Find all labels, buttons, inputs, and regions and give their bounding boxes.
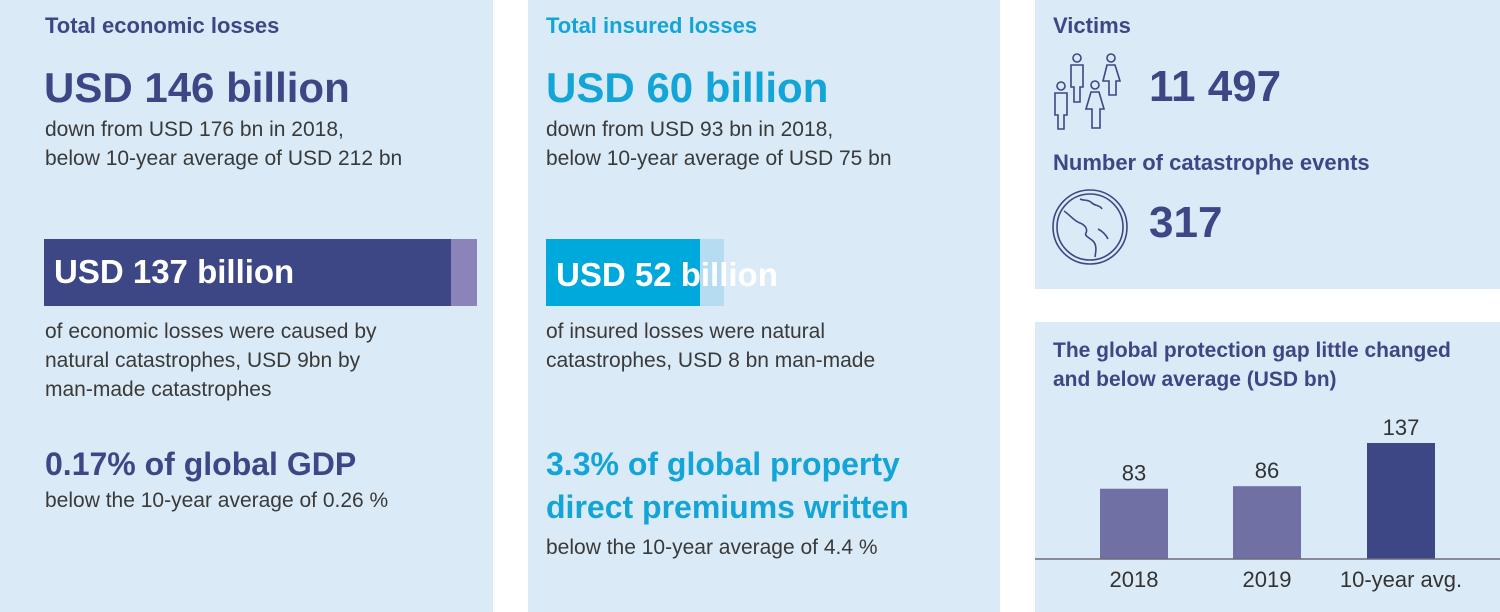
victims-heading: Victims: [1053, 13, 1131, 38]
protection-gap-chart: 83 2018 86 2019 137 10-year avg.: [1035, 415, 1500, 592]
tick-label-1: 2019: [1243, 567, 1292, 592]
bar-1: [1233, 486, 1301, 559]
insured-bar: [546, 239, 700, 306]
data-label-0: 83: [1122, 461, 1146, 486]
insured-losses-panel: Total insured losses USD 60 billion down…: [528, 0, 1000, 612]
economic-desc-2: below 10-year average of USD 212 bn: [45, 147, 403, 170]
economic-bar-manmade: [451, 239, 477, 306]
premium-desc: below the 10-year average of 4.4 %: [546, 536, 878, 559]
economic-amount: USD 146 billion: [44, 64, 350, 111]
insured-amount: USD 60 billion: [546, 64, 829, 111]
economic-losses-panel: Total economic losses USD 146 billion do…: [0, 0, 493, 612]
insured-desc-1: down from USD 93 bn in 2018,: [546, 118, 834, 141]
bar-0: [1100, 488, 1168, 559]
globe-icon: [1052, 189, 1128, 265]
economic-heading: Total economic losses: [45, 13, 280, 38]
premium-share-2: direct premiums written: [546, 489, 909, 525]
economic-desc-1: down from USD 176 bn in 2018,: [45, 118, 344, 141]
economic-bar-desc-3: man-made catastrophes: [45, 378, 272, 401]
insured-desc-2: below 10-year average of USD 75 bn: [546, 147, 892, 170]
events-heading: Number of catastrophe events: [1053, 150, 1370, 175]
events-value: 317: [1149, 198, 1223, 247]
data-label-2: 137: [1383, 415, 1420, 440]
economic-bar: USD 137 billion: [44, 239, 477, 306]
victims-value: 11 497: [1149, 62, 1282, 111]
insured-heading: Total insured losses: [546, 13, 758, 38]
insured-bar-desc-1: of insured losses were natural: [546, 320, 825, 343]
gdp-desc: below the 10-year average of 0.26 %: [45, 489, 389, 512]
tick-label-2: 10-year avg.: [1340, 567, 1462, 592]
people-icon: [1054, 53, 1122, 130]
tick-label-0: 2018: [1110, 567, 1159, 592]
economic-bar-desc-2: natural catastrophes, USD 9bn by: [45, 349, 361, 372]
premium-share-1: 3.3% of global property: [546, 446, 900, 482]
insured-bar-label: USD 52 billion: [556, 256, 778, 293]
victims-events-panel: Victims 11 497 Number of catastrophe eve…: [1035, 0, 1500, 289]
data-label-1: 86: [1255, 458, 1279, 483]
insured-bar-desc-2: catastrophes, USD 8 bn man-made: [546, 349, 876, 372]
bar-2: [1367, 443, 1435, 559]
insured-bar-manmade: [700, 239, 724, 306]
economic-bar-desc-1: of economic losses were caused by: [45, 320, 377, 343]
gdp-share: 0.17% of global GDP: [45, 446, 357, 482]
economic-bar-label: USD 137 billion: [54, 253, 295, 290]
protection-gap-panel: The global protection gap little changed…: [1035, 322, 1500, 612]
chart-title: The global protection gap little changed…: [1053, 339, 1451, 391]
